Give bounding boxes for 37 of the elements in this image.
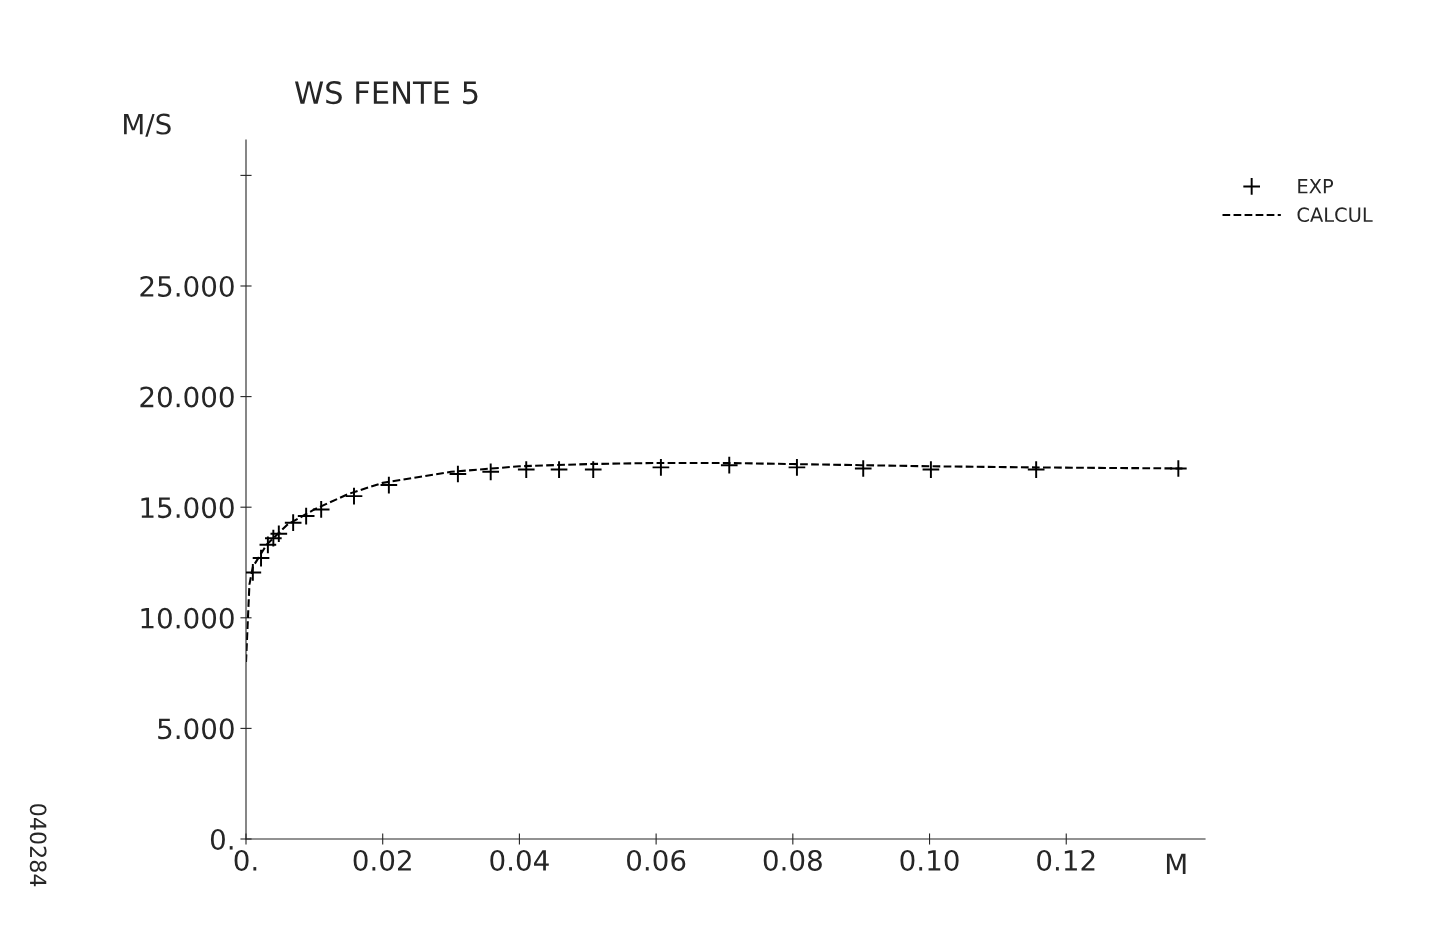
y-tick-label: 15.000 (141, 497, 234, 519)
point (516, 460, 536, 479)
point (311, 500, 331, 519)
y-tick-label: 25.000 (140, 275, 234, 297)
chart-title: WS FENTE 5 (294, 81, 478, 105)
y-tick-label: 0. (210, 828, 233, 850)
text: 040284 (29, 804, 47, 887)
x-tick-label: 0.06 (627, 849, 686, 871)
x-axis-title: M (1166, 853, 1186, 875)
y-axis-title: M/S (124, 113, 171, 137)
y-tick-label: 20.000 (140, 386, 234, 408)
point (719, 455, 739, 475)
legend-label: CALCUL (1297, 207, 1373, 223)
point (379, 475, 399, 495)
point (921, 460, 941, 479)
point (583, 460, 603, 479)
point (549, 460, 569, 479)
point (283, 513, 303, 532)
point (1169, 459, 1188, 478)
x-tick-label: 0.02 (353, 849, 411, 871)
legend-label: EXP (1298, 179, 1334, 194)
x-tick-label: 0.04 (490, 849, 549, 871)
y-tick-label: 5.000 (158, 718, 234, 740)
x-tick-label: 0.10 (900, 849, 959, 871)
point (448, 464, 468, 484)
point (1026, 460, 1046, 479)
point (251, 548, 271, 568)
point (481, 462, 501, 482)
y-tick-label: 10.000 (141, 607, 234, 629)
point (853, 459, 873, 478)
point (344, 486, 364, 506)
x-tick-label: 0.12 (1037, 849, 1095, 871)
x-tick-label: 0.08 (763, 849, 822, 871)
point (651, 458, 671, 477)
point (787, 458, 807, 477)
x-tick-label: 0. (234, 849, 257, 871)
point (296, 506, 316, 526)
